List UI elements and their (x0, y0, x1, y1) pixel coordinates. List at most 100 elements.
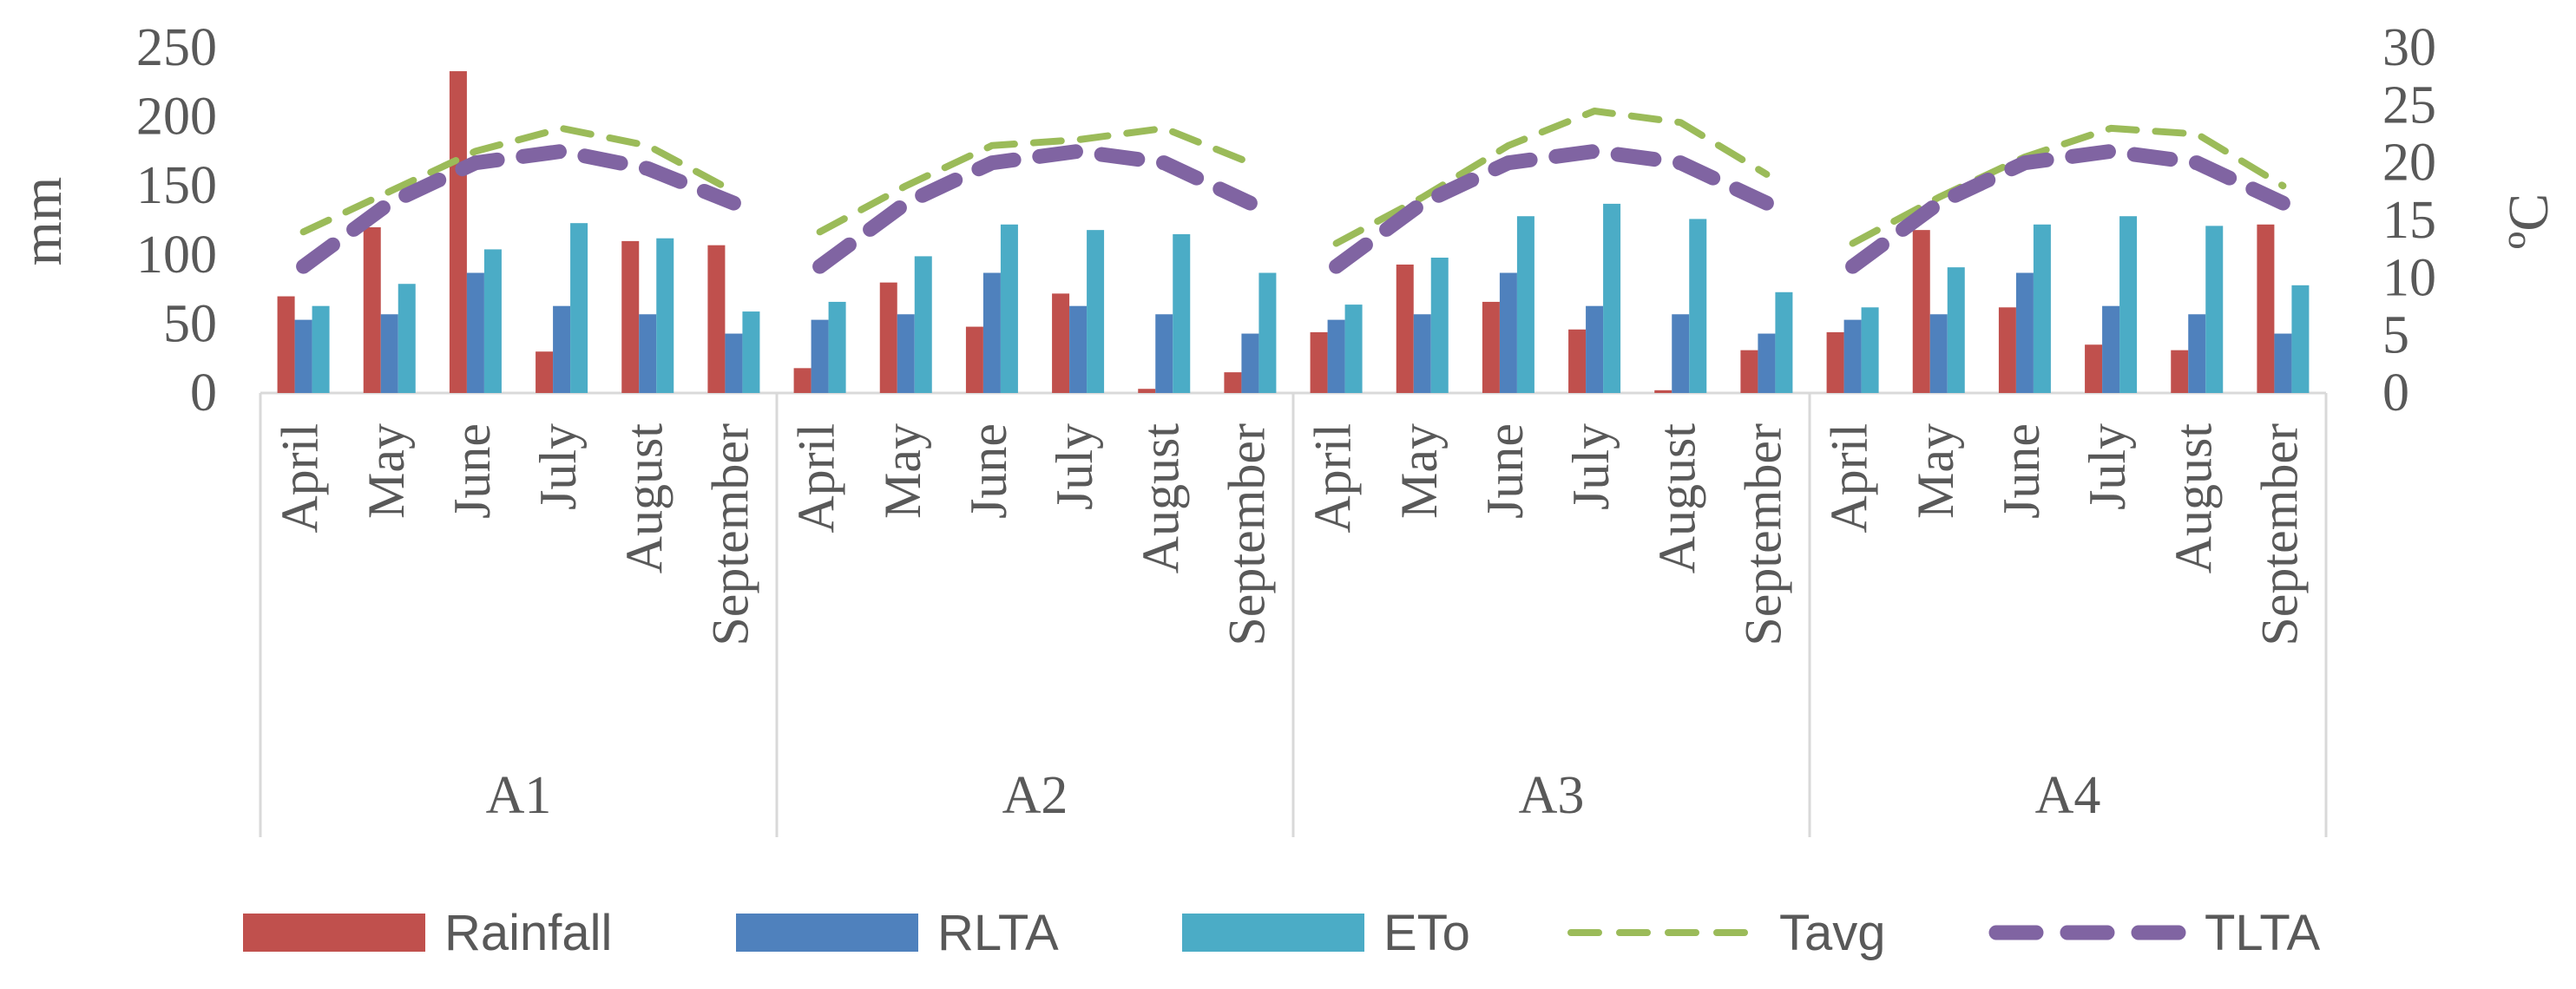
bar-rainfall (1052, 293, 1070, 393)
bar-rlta (2188, 314, 2206, 393)
legend-label-tlta: TLTA (2205, 905, 2321, 961)
y-tick-label: 200 (136, 88, 217, 147)
bar-rainfall (1654, 390, 1672, 393)
x-category-label: May (358, 423, 415, 519)
line-tlta (812, 143, 1258, 274)
x-category-label: April (1821, 423, 1878, 534)
x-category-label: July (529, 423, 587, 510)
y2-tick-label: 20 (2382, 134, 2436, 193)
x-category-label: June (1476, 423, 1534, 519)
y2-tick-label: 25 (2382, 75, 2436, 134)
bar-eto (1603, 203, 1621, 393)
bar-rlta (1069, 305, 1088, 393)
bar-eto (2033, 224, 2051, 393)
bar-rlta (2015, 272, 2034, 393)
bar-rainfall (449, 71, 467, 394)
bar-rlta (1241, 333, 1259, 393)
x-category-label: September (701, 423, 759, 646)
x-category-label: April (1304, 423, 1362, 534)
bar-rainfall (879, 282, 897, 393)
bar-rlta (1929, 314, 1948, 393)
bar-eto (1689, 219, 1707, 393)
x-category-label: September (2251, 423, 2308, 646)
x-category-label: May (1907, 423, 1964, 519)
legend-swatch-rlta (736, 914, 918, 952)
bar-eto (828, 301, 846, 393)
bar-eto (570, 223, 588, 393)
x-category-label: September (1218, 423, 1275, 646)
labels-layer: April May June July August September A1 April Ma… (272, 423, 2309, 825)
line-tavg (1849, 124, 2287, 247)
y-tick-label: 50 (163, 294, 217, 353)
bar-rlta (1586, 305, 1604, 393)
x-group-label: A3 (1519, 766, 1585, 825)
line-tavg (1332, 108, 1771, 247)
bar-eto (656, 238, 674, 393)
bar-rlta (811, 319, 829, 393)
x-category-label: June (1993, 423, 2050, 519)
bar-rlta (1413, 314, 1431, 393)
bar-eto (483, 249, 502, 393)
bar-rainfall (1568, 329, 1587, 393)
legend: Rainfall RLTA ETo Tavg TLTA (243, 905, 2321, 961)
bar-eto (312, 305, 330, 393)
y-axis-title: mm (10, 177, 74, 266)
x-category-label: August (615, 423, 673, 574)
bar-eto (1861, 307, 1879, 393)
x-category-label: May (1390, 423, 1448, 519)
bar-eto (1344, 305, 1363, 393)
legend-label-rlta: RLTA (937, 905, 1059, 961)
y-tick-label: 150 (136, 156, 217, 215)
legend-label-eto: ETo (1383, 905, 1470, 961)
bar-eto (1258, 272, 1277, 393)
x-group-label: A4 (2035, 766, 2101, 825)
legend-label-tavg: Tavg (1779, 905, 1886, 961)
bar-rainfall (1912, 230, 1930, 393)
bar-eto (914, 256, 932, 393)
bar-eto (1775, 291, 1793, 393)
x-category-label: April (272, 423, 329, 534)
y2-tick-label: 30 (2382, 18, 2436, 77)
bar-rlta (982, 272, 1001, 393)
x-category-label: July (1046, 423, 1103, 510)
bar-rainfall (363, 226, 381, 393)
bar-rainfall (621, 240, 640, 393)
bar-eto (2119, 216, 2138, 393)
bar-rlta (1758, 333, 1776, 393)
line-tavg (816, 124, 1254, 236)
bar-rlta (2102, 305, 2120, 393)
bar-rlta (1499, 272, 1517, 393)
bar-rlta (2274, 333, 2292, 393)
bar-eto (1173, 233, 1191, 393)
y2-tick-label: 15 (2382, 191, 2436, 250)
line-tavg (299, 124, 738, 236)
line-tlta (1845, 143, 2290, 274)
bar-eto (742, 311, 760, 393)
bar-rainfall (1998, 307, 2016, 393)
y-tick-label: 0 (190, 364, 217, 422)
bar-eto (2291, 285, 2310, 393)
x-category-label: July (1562, 423, 1620, 510)
bar-rlta (1327, 319, 1345, 393)
legend-swatch-eto (1182, 914, 1364, 952)
bar-rainfall (793, 368, 812, 393)
bar-rainfall (965, 326, 983, 393)
bar-rainfall (1224, 372, 1242, 393)
bars-layer (277, 71, 2310, 394)
bar-rainfall (1740, 350, 1758, 393)
bar-rlta (294, 319, 312, 393)
y-tick-label: 250 (136, 18, 217, 77)
bar-eto (1087, 230, 1105, 393)
y2-axis-title: ºC (2497, 193, 2560, 250)
legend-label-rainfall: Rainfall (444, 905, 612, 961)
x-category-label: April (788, 423, 845, 534)
bar-rlta (1672, 314, 1690, 393)
bar-rlta (553, 305, 571, 393)
bar-eto (1430, 257, 1449, 393)
bar-eto (1516, 216, 1534, 393)
x-category-label: August (1648, 423, 1705, 574)
bar-eto (398, 284, 416, 393)
bar-rainfall (536, 351, 554, 393)
